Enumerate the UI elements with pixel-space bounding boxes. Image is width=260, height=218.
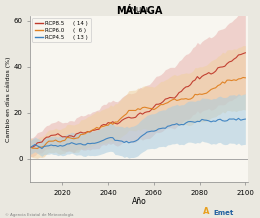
Legend: RCP8.5     ( 14 ), RCP6.0     (  6 ), RCP4.5     ( 13 ): RCP8.5 ( 14 ), RCP6.0 ( 6 ), RCP4.5 ( 13…	[32, 18, 91, 43]
Text: © Agencia Estatal de Meteorología: © Agencia Estatal de Meteorología	[5, 213, 74, 217]
Text: A: A	[203, 207, 209, 216]
Title: MÁLAGA: MÁLAGA	[116, 5, 162, 15]
Text: Emet: Emet	[213, 210, 233, 216]
Text: ANUAL: ANUAL	[127, 7, 151, 13]
X-axis label: Año: Año	[132, 197, 146, 206]
Y-axis label: Cambio en días cálidos (%): Cambio en días cálidos (%)	[5, 56, 11, 142]
